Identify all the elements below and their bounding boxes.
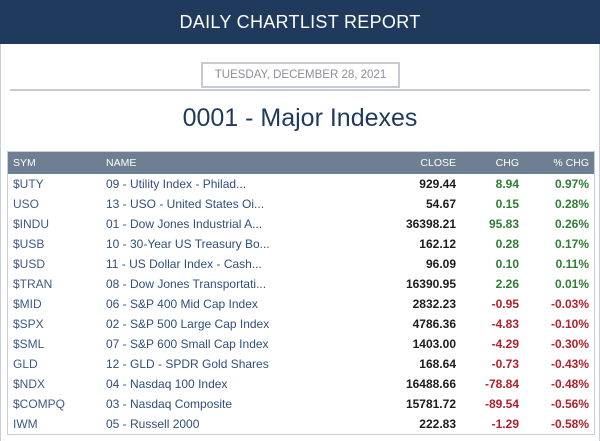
- close-value: 16488.66: [405, 377, 456, 391]
- symbol-link[interactable]: $SPX: [13, 317, 44, 331]
- table-row[interactable]: GLD 12 - GLD - SPDR Gold Shares 168.64 -0.7…: [8, 354, 594, 374]
- percent-change-value: 0.26%: [554, 217, 589, 231]
- chart-name-link[interactable]: 13 - USO - United States Oi...: [106, 197, 265, 211]
- close-value: 222.83: [419, 417, 456, 431]
- report-date: TUESDAY, DECEMBER 28, 2021: [214, 69, 387, 81]
- close-value: 15781.72: [405, 397, 456, 411]
- percent-change-value: -0.48%: [550, 377, 589, 391]
- close-value: 36398.21: [405, 217, 456, 231]
- table-body: $UTY 09 - Utility Index - Philad... 929.44…: [8, 174, 594, 434]
- chart-name-link[interactable]: 02 - S&P 500 Large Cap Index: [106, 317, 270, 331]
- symbol-link[interactable]: $INDU: [13, 217, 50, 231]
- chart-name-link[interactable]: 05 - Russell 2000: [106, 417, 200, 431]
- percent-change-value: -0.56%: [550, 397, 589, 411]
- column-header-chg[interactable]: CHG: [495, 157, 519, 169]
- table-row[interactable]: $NDX 04 - Nasdaq 100 Index 16488.66 -78.84 -…: [8, 374, 594, 394]
- table-row[interactable]: $COMPQ 03 - Nasdaq Composite 15781.72 -89.5…: [8, 394, 594, 414]
- report-header-title: DAILY CHARTLIST REPORT: [179, 11, 421, 32]
- change-value: 0.28: [495, 237, 519, 251]
- percent-change-value: 0.28%: [554, 197, 589, 211]
- report-header-bar: DAILY CHARTLIST REPORT: [0, 0, 600, 44]
- percent-change-value: 0.97%: [554, 177, 589, 191]
- change-value: 95.83: [488, 217, 519, 231]
- chart-name-link[interactable]: 07 - S&P 600 Small Cap Index: [106, 337, 269, 351]
- table-row[interactable]: $TRAN 08 - Dow Jones Transportati... 16390…: [8, 274, 594, 294]
- change-value: -4.29: [491, 337, 519, 351]
- table-row[interactable]: $SML 07 - S&P 600 Small Cap Index 1403.00 -…: [8, 334, 594, 354]
- change-value: 2.26: [495, 277, 519, 291]
- symbol-link[interactable]: $USB: [13, 237, 45, 251]
- change-value: -1.29: [491, 417, 519, 431]
- symbol-link[interactable]: $USD: [13, 257, 46, 271]
- report-date-box: TUESDAY, DECEMBER 28, 2021: [201, 62, 400, 88]
- change-value: -0.73: [491, 357, 519, 371]
- column-header-pct-chg[interactable]: % CHG: [553, 157, 589, 169]
- symbol-link[interactable]: USO: [13, 197, 40, 211]
- symbol-link[interactable]: $COMPQ: [13, 397, 66, 411]
- change-value: -89.54: [484, 397, 519, 411]
- percent-change-value: -0.43%: [550, 357, 589, 371]
- table-row[interactable]: $USB 10 - 30-Year US Treasury Bo... 162.12…: [8, 234, 594, 254]
- change-value: -78.84: [484, 377, 519, 391]
- close-value: 2832.23: [412, 297, 456, 311]
- change-value: 8.94: [495, 177, 519, 191]
- symbol-link[interactable]: $UTY: [13, 177, 44, 191]
- chart-name-link[interactable]: 10 - 30-Year US Treasury Bo...: [106, 237, 270, 251]
- indexes-table: SYM NAME CLOSE CHG % CHG $UTY 09 - Utilit…: [7, 151, 595, 435]
- change-value: 0.10: [495, 257, 519, 271]
- table-row[interactable]: $MID 06 - S&P 400 Mid Cap Index 2832.23 -0.…: [8, 294, 594, 314]
- percent-change-value: -0.58%: [550, 417, 589, 431]
- chart-name-link[interactable]: 06 - S&P 400 Mid Cap Index: [106, 297, 258, 311]
- change-value: 0.15: [495, 197, 519, 211]
- percent-change-value: -0.30%: [550, 337, 589, 351]
- column-header-close[interactable]: CLOSE: [420, 157, 456, 169]
- table-row[interactable]: $UTY 09 - Utility Index - Philad... 929.44…: [8, 174, 594, 194]
- chart-name-link[interactable]: 12 - GLD - SPDR Gold Shares: [106, 357, 269, 371]
- chart-name-link[interactable]: 03 - Nasdaq Composite: [106, 397, 233, 411]
- symbol-link[interactable]: IWM: [13, 417, 38, 431]
- symbol-link[interactable]: $TRAN: [13, 277, 53, 291]
- column-header-name[interactable]: NAME: [106, 157, 137, 169]
- chart-name-link[interactable]: 04 - Nasdaq 100 Index: [106, 377, 228, 391]
- table-row[interactable]: $INDU 01 - Dow Jones Industrial A... 36398…: [8, 214, 594, 234]
- change-value: -4.83: [491, 317, 519, 331]
- close-value: 162.12: [419, 237, 456, 251]
- chart-name-link[interactable]: 08 - Dow Jones Transportati...: [106, 277, 267, 291]
- symbol-link[interactable]: GLD: [13, 357, 38, 371]
- table-row[interactable]: $SPX 02 - S&P 500 Large Cap Index 4786.36 -…: [8, 314, 594, 334]
- percent-change-value: -0.03%: [550, 297, 589, 311]
- percent-change-value: -0.10%: [550, 317, 589, 331]
- close-value: 96.09: [425, 257, 456, 271]
- table-row[interactable]: IWM 05 - Russell 2000 222.83 -1.29 -0.58%: [8, 414, 594, 434]
- percent-change-value: 0.17%: [554, 237, 589, 251]
- close-value: 16390.95: [405, 277, 456, 291]
- change-value: -0.95: [491, 297, 519, 311]
- chart-name-link[interactable]: 09 - Utility Index - Philad...: [106, 177, 247, 191]
- chart-name-link[interactable]: 01 - Dow Jones Industrial A...: [106, 217, 263, 231]
- chartlist-title: 0001 - Major Indexes: [182, 104, 418, 132]
- symbol-link[interactable]: $MID: [13, 297, 42, 311]
- close-value: 168.64: [419, 357, 456, 371]
- close-value: 1403.00: [412, 337, 456, 351]
- table-row[interactable]: $USD 11 - US Dollar Index - Cash... 96.09 0…: [8, 254, 594, 274]
- chart-name-link[interactable]: 11 - US Dollar Index - Cash...: [106, 257, 262, 271]
- table-row[interactable]: USO 13 - USO - United States Oi... 54.67 0.…: [8, 194, 594, 214]
- symbol-link[interactable]: $SML: [13, 337, 45, 351]
- close-value: 929.44: [419, 177, 456, 191]
- table-header-row: SYM NAME CLOSE CHG % CHG: [8, 152, 594, 174]
- column-header-sym[interactable]: SYM: [13, 157, 36, 169]
- close-value: 54.67: [425, 197, 456, 211]
- symbol-link[interactable]: $NDX: [13, 377, 46, 391]
- percent-change-value: 0.11%: [555, 257, 589, 271]
- date-divider-rule: [10, 89, 590, 91]
- percent-change-value: 0.01%: [554, 277, 589, 291]
- close-value: 4786.36: [412, 317, 456, 331]
- frame-left-border: [0, 44, 1, 441]
